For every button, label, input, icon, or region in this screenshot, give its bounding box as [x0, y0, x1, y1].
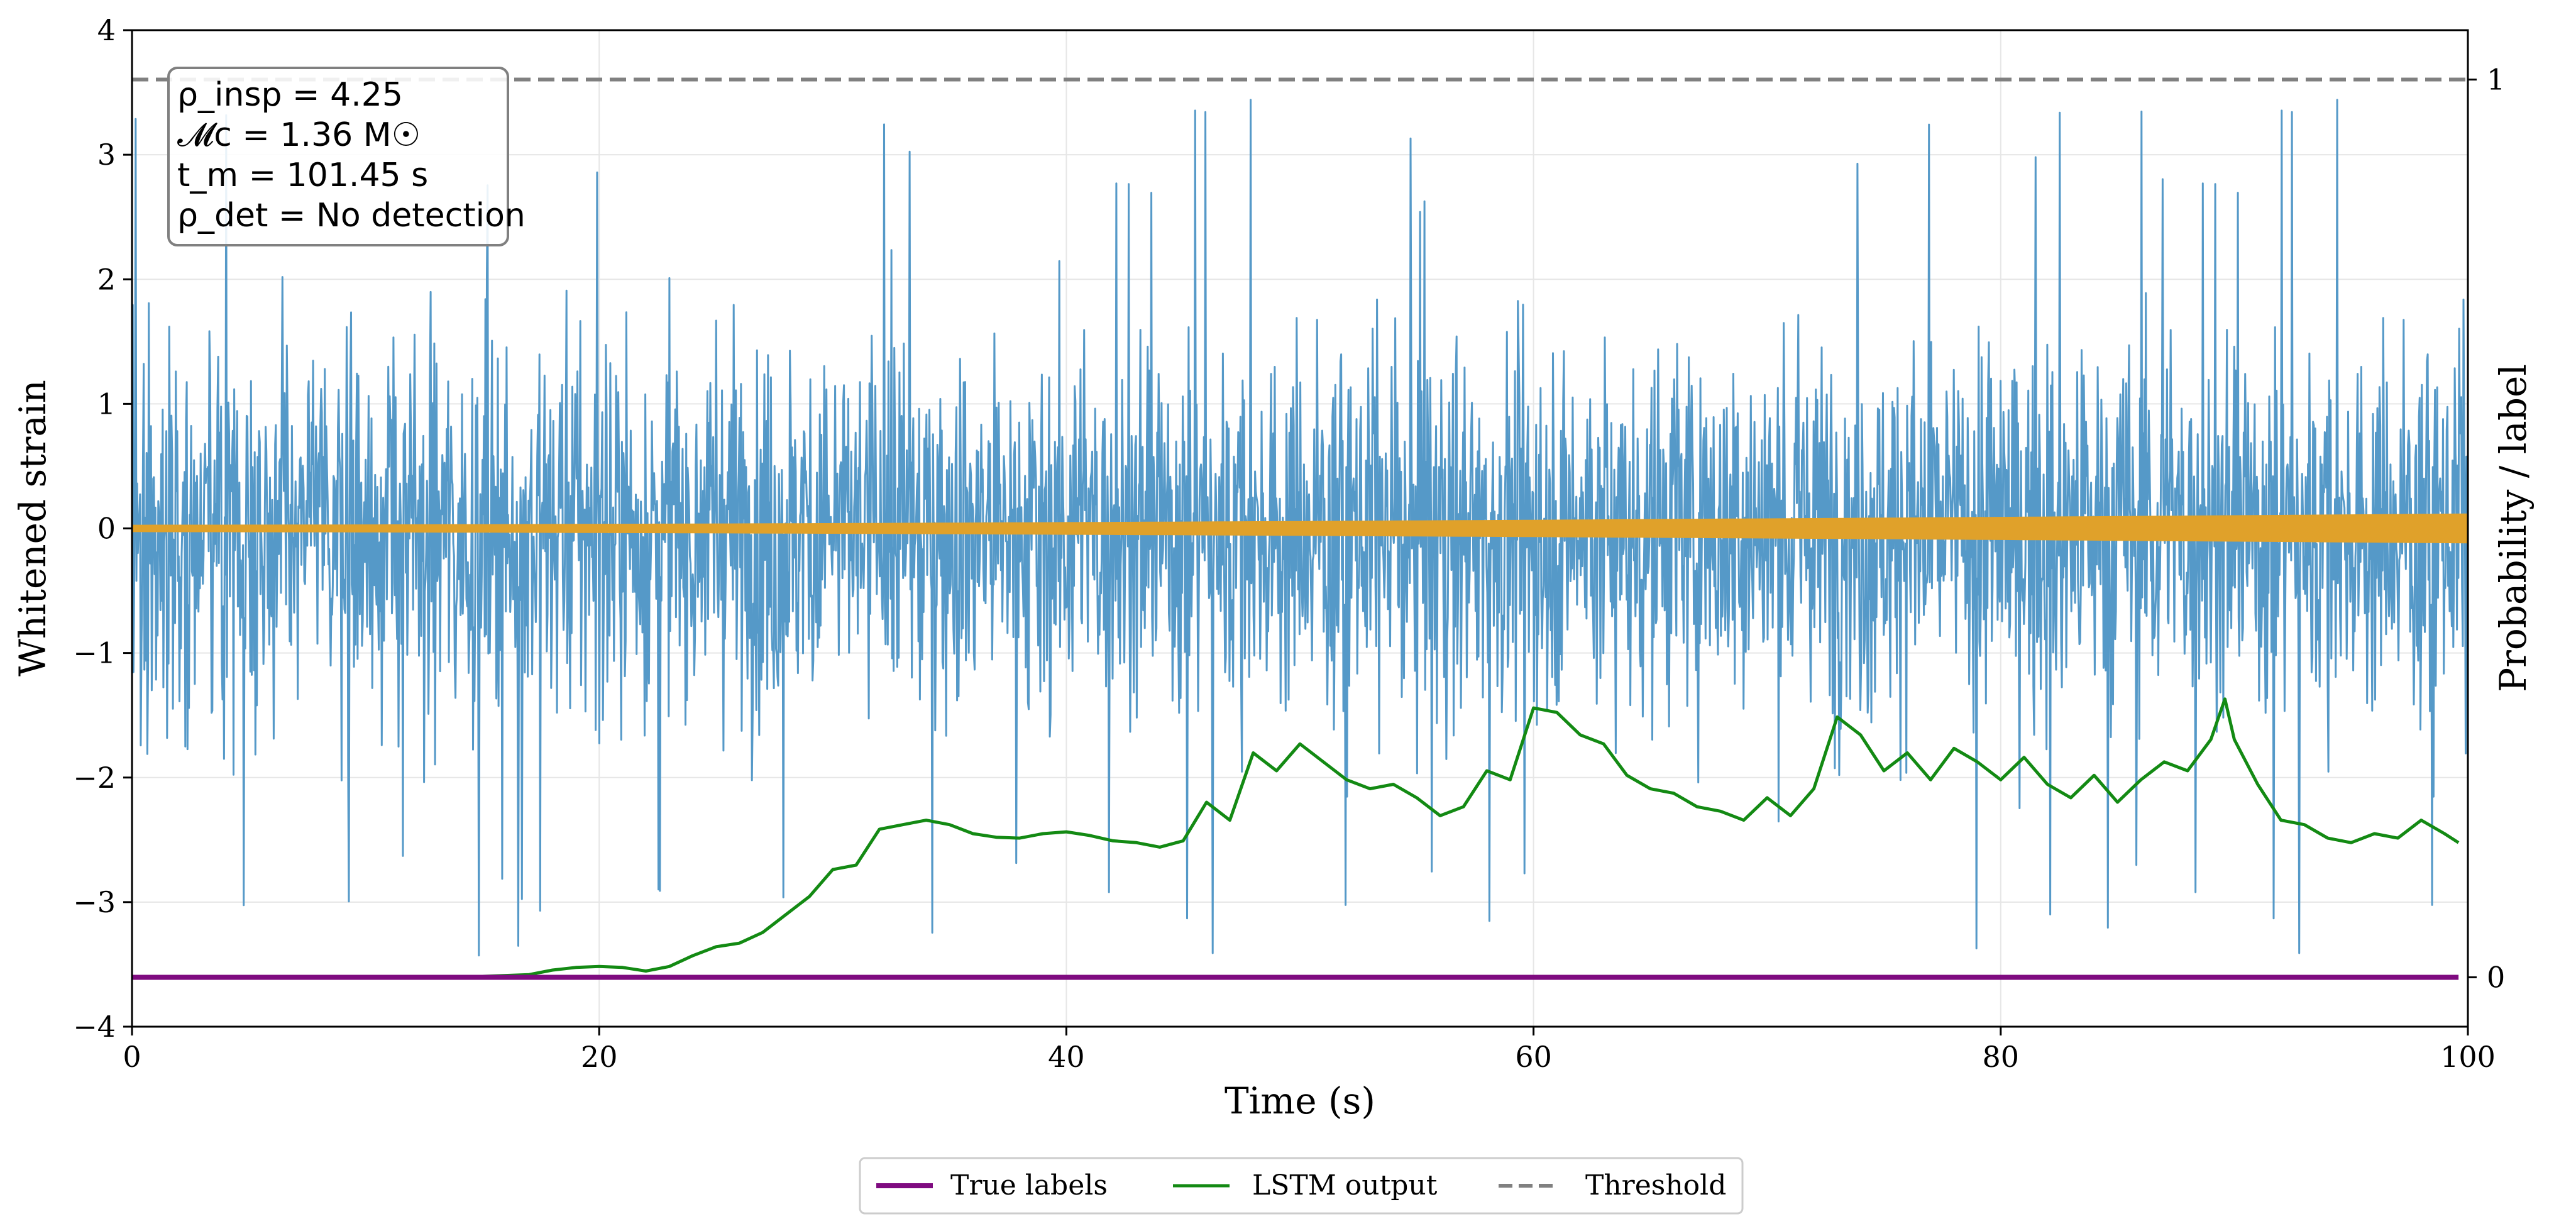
y2-tick-label: 0	[2487, 960, 2505, 994]
series-layer	[132, 77, 2468, 980]
x-tick-label: 100	[2440, 1040, 2496, 1074]
y2-tick-label: 1	[2487, 63, 2505, 97]
y-tick-label: −2	[73, 761, 116, 795]
y2-axis-title: Probability / label	[2492, 364, 2535, 692]
annotation-rho-insp: ρ_insp = 4.25	[177, 76, 403, 114]
x-axis-title: Time (s)	[1225, 1079, 1375, 1122]
y-tick-label: 3	[97, 138, 116, 172]
legend-frame	[859, 1157, 1744, 1215]
y-tick-label: −4	[73, 1010, 116, 1044]
y-tick-label: 2	[97, 262, 116, 296]
y-tick-label: 1	[97, 387, 116, 421]
signal-waveform-band	[132, 513, 2468, 544]
legend-label-true-labels: True labels	[950, 1169, 1108, 1201]
annotation-merger-time: t_m = 101.45 s	[177, 157, 428, 194]
x-tick-label: 40	[1048, 1040, 1085, 1074]
y-tick-label: 4	[97, 13, 116, 47]
y-tick-label: 0	[97, 512, 116, 546]
annotation-box-frame	[167, 67, 509, 246]
y-tick-label: −3	[73, 885, 116, 919]
x-tick-label: 0	[123, 1040, 141, 1074]
y-axis-title: Whitened strain	[11, 380, 54, 676]
lstm-output-line	[132, 697, 2460, 979]
y-tick-label: −1	[73, 636, 116, 670]
annotation-rho-det: ρ_det = No detection	[177, 197, 526, 235]
annotation-chirp-mass: 𝓜c = 1.36 M☉	[177, 116, 421, 154]
x-tick-label: 60	[1515, 1040, 1552, 1074]
annotation-box: ρ_insp = 4.25 𝓜c = 1.36 M☉ t_m = 101.45 …	[167, 67, 526, 246]
legend: True labels LSTM output Threshold	[859, 1157, 1744, 1215]
x-tick-label: 20	[581, 1040, 618, 1074]
noise-series-line	[132, 99, 2468, 957]
legend-label-threshold: Threshold	[1585, 1169, 1726, 1201]
x-tick-label: 80	[1983, 1040, 2020, 1074]
legend-label-lstm-output: LSTM output	[1252, 1169, 1438, 1201]
